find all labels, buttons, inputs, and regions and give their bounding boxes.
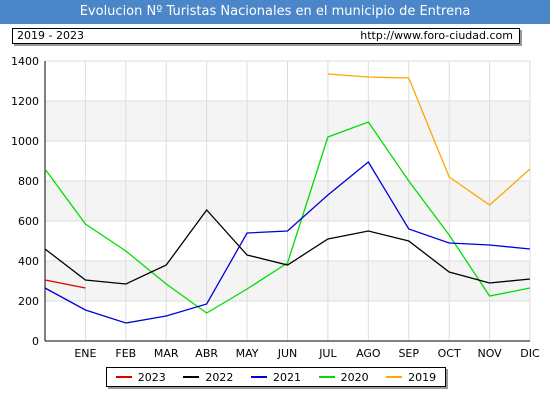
x-tick-label: AGO: [356, 347, 381, 360]
x-tick-label: MAY: [236, 347, 259, 360]
x-tick-label: MAR: [154, 347, 179, 360]
info-box: 2019 - 2023 http://www.foro-ciudad.com: [12, 28, 520, 44]
legend-swatch: [183, 376, 200, 378]
legend-swatch: [318, 376, 335, 378]
y-tick-label: 1400: [11, 55, 39, 68]
legend-label: 2019: [408, 370, 437, 384]
series-line-2019: [327, 73, 531, 206]
y-tick-label: 0: [32, 335, 39, 348]
x-tick-label: OCT: [438, 347, 461, 360]
x-tick-label: NOV: [477, 347, 502, 360]
x-tick-label: JUL: [318, 347, 337, 360]
legend-swatch: [115, 376, 132, 378]
series-line-2022: [44, 208, 531, 285]
legend-item-2022: 2022: [183, 371, 233, 384]
y-tick-label: 200: [18, 295, 39, 308]
y-tick-label: 600: [18, 215, 39, 228]
x-tick-label: DIC: [520, 347, 540, 360]
y-tick-label: 400: [18, 255, 39, 268]
x-tick-label: FEB: [115, 347, 136, 360]
source-url: http://www.foro-ciudad.com: [360, 29, 513, 42]
series-line-2021: [44, 161, 531, 324]
series-line-2020: [44, 121, 531, 314]
chart-title: Evolucion Nº Turistas Nacionales en el m…: [0, 0, 550, 24]
period-label: 2019 - 2023: [17, 29, 84, 42]
legend: 2023 2022 2021 2020 2019: [106, 367, 446, 387]
y-tick-label: 1000: [11, 135, 39, 148]
x-tick-label: JUN: [277, 347, 298, 360]
legend-label: 2023: [137, 370, 166, 384]
series-line-2023: [44, 279, 86, 289]
x-tick-label: ABR: [195, 347, 218, 360]
y-tick-label: 800: [18, 175, 39, 188]
legend-item-2021: 2021: [250, 370, 301, 384]
legend-label: 2022: [205, 370, 234, 384]
y-tick-label: 1200: [11, 95, 39, 108]
legend-item-2023: 2023: [115, 370, 166, 384]
legend-swatch: [386, 376, 403, 378]
legend-item-2020: 2020: [318, 370, 369, 384]
legend-item-2019: 2019: [386, 371, 436, 384]
legend-swatch: [250, 376, 267, 378]
x-tick-label: ENE: [74, 347, 96, 360]
legend-label: 2021: [272, 370, 301, 384]
legend-label: 2020: [340, 370, 369, 384]
x-tick-label: SEP: [398, 347, 419, 360]
